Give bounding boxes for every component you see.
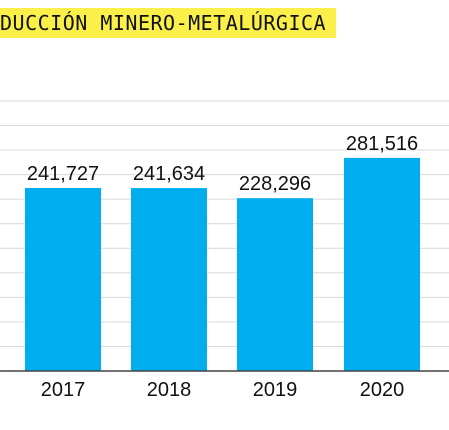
data-label-2018: 241,634 — [133, 163, 205, 185]
data-label-2019: 228,296 — [239, 173, 311, 195]
data-label-2017: 241,727 — [27, 163, 99, 185]
data-label-2020: 281,516 — [346, 133, 418, 155]
x-tick-label-2020: 2020 — [360, 379, 405, 401]
x-tick-label-2019: 2019 — [253, 379, 298, 401]
chart-title-banner: DUCCIÓN MINERO-METALÚRGICA — [0, 8, 337, 38]
bar-2018 — [131, 188, 207, 371]
x-tick-label-2018: 2018 — [147, 379, 192, 401]
bar-2020 — [344, 157, 420, 371]
bar-2019 — [237, 198, 313, 371]
chart-title: DUCCIÓN MINERO-METALÚRGICA — [0, 11, 327, 35]
x-tick-label-2017: 2017 — [41, 379, 86, 401]
bar-2017 — [25, 188, 101, 371]
